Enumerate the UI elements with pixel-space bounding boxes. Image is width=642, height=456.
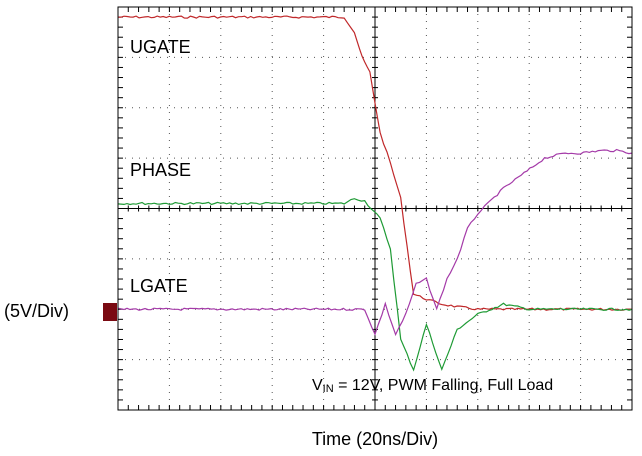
trace-lgate	[117, 148, 633, 337]
ground-reference-marker	[103, 303, 117, 321]
annotation-prefix: V	[312, 377, 323, 394]
trace-phase	[117, 198, 633, 372]
x-axis-label: Time (20ns/Div)	[312, 429, 438, 449]
trace-ugate	[117, 15, 633, 311]
trace-label-lgate: LGATE	[130, 276, 188, 296]
trace-label-phase: PHASE	[130, 160, 191, 180]
y-axis-scale-label: (5V/Div)	[4, 301, 69, 321]
traces	[117, 15, 633, 372]
test-condition-annotation: VIN = 12V, PWM Falling, Full Load	[312, 377, 553, 395]
plot-border	[117, 6, 633, 411]
annotation-rest: = 12V, PWM Falling, Full Load	[334, 377, 554, 394]
annotation-subscript: IN	[323, 383, 334, 395]
trace-label-ugate: UGATE	[130, 37, 191, 57]
